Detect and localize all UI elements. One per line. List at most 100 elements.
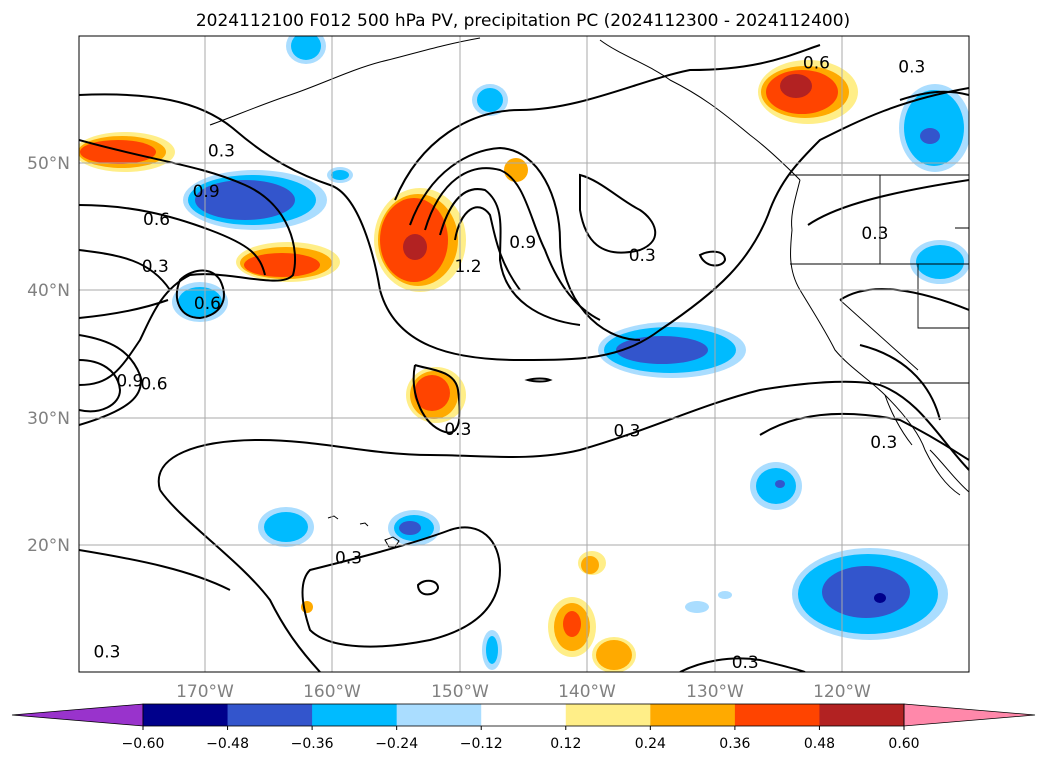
colorbar-extend-high (903, 703, 1036, 727)
precip-blob (592, 637, 636, 672)
contour-label: 0.3 (732, 653, 759, 673)
coastline-alaska (209, 37, 481, 126)
pv-contours (79, 44, 969, 672)
lon-label-140w: 140°W (558, 682, 616, 702)
pv-contour (859, 344, 941, 421)
contour-label: 0.9 (116, 372, 143, 392)
contour-label: 0.3 (444, 420, 471, 440)
pv-contour (159, 489, 321, 672)
pv-contour (79, 139, 296, 386)
lon-labels: 170°W 160°W 150°W 140°W 130°W 120°W (176, 682, 871, 702)
contour-labels: 0.3 0.9 0.6 0.3 0.6 0.9 0.6 1.2 0.9 0.3 0.3 0.3 0.3 0… (93, 54, 925, 673)
lon-label-150w: 150°W (431, 682, 489, 702)
colorbar-level-label: −0.12 (460, 736, 503, 752)
coastline-baja (884, 394, 913, 446)
colorbar-level-label: 0.12 (550, 736, 581, 752)
precip-blob (236, 242, 340, 282)
pv-contour (454, 206, 521, 291)
colorbar-swatch (481, 704, 567, 726)
colorbar-swatch (143, 704, 229, 726)
colorbar-level-label: 0.48 (804, 736, 835, 752)
lat-labels: 50°N 40°N 30°N 20°N (27, 154, 70, 556)
lat-label-50n: 50°N (27, 154, 70, 174)
precip-blob (286, 36, 326, 64)
contour-label: 0.3 (870, 433, 897, 453)
coastline-alaska-panhandle (599, 39, 801, 181)
colorbar-level-label: −0.48 (206, 736, 249, 752)
contour-label: 0.9 (193, 182, 220, 202)
lat-label-30n: 30°N (27, 409, 70, 429)
precip-blob (910, 240, 969, 284)
pv-contour (416, 579, 440, 596)
colorbar-level-label: 0.36 (719, 736, 750, 752)
precip-negative-anomalies (172, 36, 969, 670)
coastlines (209, 37, 969, 548)
lat-label-40n: 40°N (27, 281, 70, 301)
contour-label: 0.3 (898, 58, 925, 78)
pv-contour (679, 657, 806, 672)
contour-label: 0.6 (803, 54, 830, 74)
colorbar-swatch (650, 704, 736, 726)
colorbar-swatch (312, 704, 398, 726)
colorbar-level-label: 0.24 (635, 736, 666, 752)
contour-label: 0.3 (861, 224, 888, 244)
precip-blob (598, 322, 746, 378)
pv-contour (899, 90, 969, 101)
contour-label: 0.6 (143, 210, 170, 230)
pv-contour (79, 299, 169, 319)
precip-blob (548, 597, 596, 657)
precip-blob (758, 60, 858, 124)
precip-blob (504, 158, 528, 182)
pv-contour (79, 87, 969, 362)
precip-blob (388, 510, 440, 546)
lon-label-120w: 120°W (813, 682, 871, 702)
map-title: 2024112100 F012 500 hPa PV, precipitatio… (196, 11, 850, 31)
pv-contour (524, 377, 553, 383)
pv-contour (175, 269, 225, 320)
map-frame (78, 35, 970, 673)
precip-blob (578, 551, 606, 575)
map-area: 0.3 0.9 0.6 0.3 0.6 0.9 0.6 1.2 0.9 0.3 0.3 0.3 0.3 0… (79, 36, 969, 673)
contour-label: 0.3 (93, 643, 120, 663)
pv-contour (698, 250, 727, 267)
colorbar-extend-low (11, 703, 144, 727)
lon-label-160w: 160°W (303, 682, 361, 702)
pv-contour (79, 249, 171, 291)
precip-blob (472, 84, 508, 116)
contour-label: 0.9 (509, 233, 536, 253)
contour-label: 0.3 (613, 421, 640, 441)
contour-label: 0.6 (194, 294, 221, 314)
lon-label-170w: 170°W (176, 682, 234, 702)
pv-contour (157, 380, 969, 491)
contour-label: 1.2 (455, 257, 482, 277)
colorbar-level-label: 0.60 (888, 736, 919, 752)
precip-blob (327, 167, 353, 183)
precip-blob (406, 367, 466, 423)
precip-blob (899, 84, 969, 172)
colorbar-swatch (734, 704, 820, 726)
colorbar-level-label: −0.24 (375, 736, 418, 752)
colorbar-swatch (565, 704, 651, 726)
lon-label-130w: 130°W (686, 682, 744, 702)
contour-label: 0.3 (629, 246, 656, 266)
colorbar-level-label: −0.36 (291, 736, 334, 752)
precip-blob (183, 170, 327, 230)
precip-blob (482, 630, 502, 670)
colorbar-frame (142, 703, 905, 727)
contour-label: 0.3 (142, 257, 169, 277)
pv-contour (412, 364, 461, 434)
pv-contour (79, 549, 231, 591)
pv-contour (394, 44, 821, 201)
contour-label: 0.3 (335, 549, 362, 569)
state-borders (790, 175, 969, 371)
precip-blob (258, 507, 314, 547)
pv-contour (301, 526, 502, 648)
colorbar-swatch (819, 704, 905, 726)
colorbar-level-label: −0.60 (122, 736, 165, 752)
pv-contour (807, 179, 969, 226)
precip-blob (374, 188, 466, 292)
pv-contour (579, 173, 657, 254)
contour-label: 0.3 (208, 141, 235, 161)
colorbar-swatch (396, 704, 482, 726)
